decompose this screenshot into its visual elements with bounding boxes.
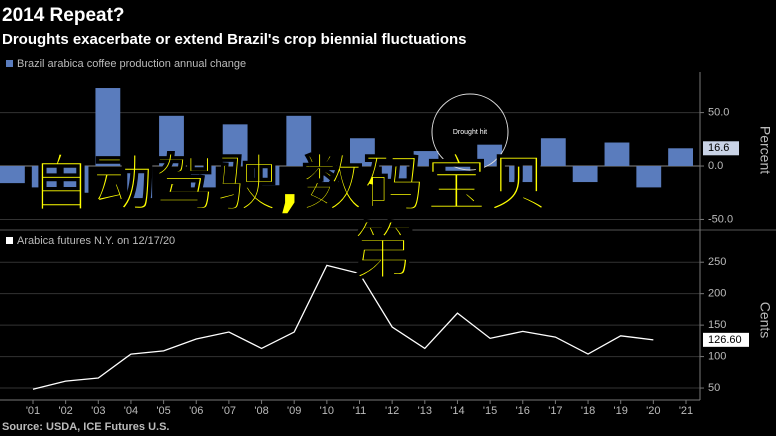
- x-tick-label: '12: [385, 405, 399, 417]
- bar: [222, 124, 248, 167]
- x-tick-label: '14: [450, 405, 464, 417]
- x-tick-label: '17: [548, 405, 562, 417]
- chart-title: 2014 Repeat?: [2, 5, 125, 26]
- bar: [477, 144, 503, 167]
- bar: [413, 151, 439, 167]
- y-tick-label: -50.0: [708, 213, 733, 225]
- x-tick-label: '13: [418, 405, 432, 417]
- legend-label: Brazil arabica coffee production annual …: [17, 58, 246, 70]
- x-tick-label: '21: [679, 405, 693, 417]
- x-tick-label: '08: [254, 405, 268, 417]
- annotation-circle: [431, 93, 509, 171]
- x-tick-label: '11: [353, 405, 367, 417]
- x-tick-label: '19: [614, 405, 628, 417]
- value-label: 126.60: [708, 334, 742, 346]
- y-tick-label: 250: [708, 256, 726, 268]
- y-axis-label: Percent: [757, 126, 773, 174]
- annotation: Drought hit: [453, 129, 487, 136]
- bar: [509, 166, 534, 183]
- x-tick-label: '05: [156, 405, 170, 417]
- x-tick-label: '16: [516, 405, 530, 417]
- bar: [572, 166, 598, 183]
- y-axis-label: Cents: [757, 302, 773, 339]
- bar: [381, 166, 407, 179]
- bar: [31, 166, 57, 188]
- bar: [318, 166, 343, 183]
- bar: [445, 166, 471, 177]
- x-tick-label: '04: [124, 405, 138, 417]
- value-label-box: [703, 332, 749, 347]
- source: Source: USDA, ICE Futures U.S.: [2, 421, 169, 433]
- value-label-box: [703, 141, 739, 156]
- x-tick-label: '09: [287, 405, 301, 417]
- overlay-layer: 自动驾驶,数码宝贝 第: [29, 146, 550, 289]
- bar: [668, 148, 693, 167]
- legend-label: Arabica futures N.Y. on 12/17/20: [17, 235, 175, 247]
- bar: [95, 88, 121, 167]
- bar: [127, 166, 153, 199]
- value-label: 16.6: [708, 142, 729, 154]
- legend-swatch: [6, 237, 13, 244]
- bar: [63, 166, 89, 193]
- x-tick-label: '03: [91, 405, 105, 417]
- line: [32, 264, 654, 390]
- y-tick-label: 50: [708, 382, 720, 394]
- bar: [636, 166, 662, 188]
- x-tick-label: '07: [222, 405, 236, 417]
- bar: [350, 138, 375, 167]
- x-tick-label: '15: [483, 405, 497, 417]
- x-tick-label: '20: [646, 405, 660, 417]
- bar: [190, 166, 216, 188]
- legend-swatch: [6, 60, 13, 67]
- x-tick-label: '06: [189, 405, 203, 417]
- overlay-text: 第: [352, 215, 414, 288]
- bar: [540, 138, 566, 167]
- x-tick-label: '18: [581, 405, 595, 417]
- y-tick-label: 100: [708, 350, 726, 362]
- chart-subtitle: Droughts exacerbate or extend Brazil's c…: [2, 31, 467, 48]
- bar: [254, 166, 280, 186]
- y-tick-label: 50.0: [708, 107, 729, 119]
- y-tick-label: 200: [708, 288, 726, 300]
- x-tick-label: '10: [320, 405, 334, 417]
- bar: [159, 115, 184, 167]
- y-tick-label: 150: [708, 319, 726, 331]
- y-tick-label: 0.0: [708, 160, 723, 172]
- bar: [286, 115, 312, 167]
- overlay-text: 自动驾驶,数码宝贝: [30, 147, 550, 220]
- bar: [0, 166, 25, 184]
- x-tick-label: '01: [26, 405, 40, 417]
- x-tick-label: '02: [58, 405, 72, 417]
- bar: [604, 142, 630, 167]
